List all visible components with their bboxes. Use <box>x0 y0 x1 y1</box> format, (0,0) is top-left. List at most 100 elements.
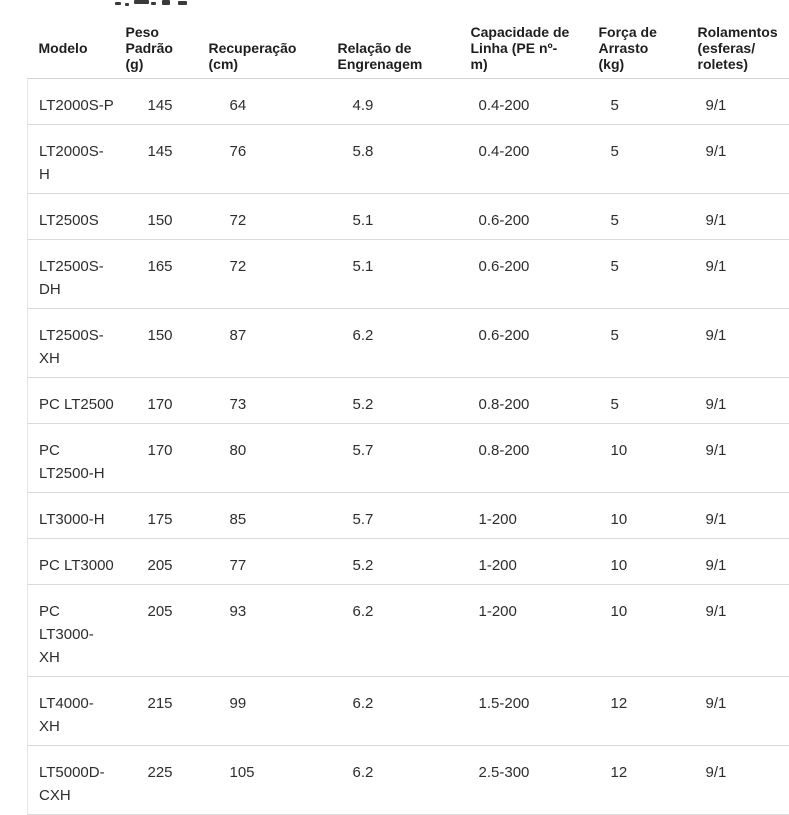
cell-forca-arrasto: 5 <box>583 193 681 239</box>
cell-peso-padrao: 145 <box>116 78 199 124</box>
cell-relacao-engrenagem: 6.2 <box>328 745 458 814</box>
table-row: PC LT2500 170 73 5.2 0.8-200 5 9/1 <box>28 377 789 423</box>
cell-modelo: PC LT3000- XH <box>28 584 116 676</box>
cell-modelo: PC LT2500-H <box>28 423 116 492</box>
cell-forca-arrasto: 12 <box>583 676 681 745</box>
cell-modelo: LT2500S- DH <box>28 239 116 308</box>
cell-modelo: LT2500S <box>28 193 116 239</box>
cell-forca-arrasto: 5 <box>583 377 681 423</box>
cell-recuperacao: 105 <box>199 745 328 814</box>
cell-rolamentos: 9/1 <box>681 124 789 193</box>
cell-relacao-engrenagem: 5.8 <box>328 124 458 193</box>
spec-table: Modelo Peso Padrão (g) Recuperação (cm) … <box>27 0 789 815</box>
cell-modelo: LT4000- XH <box>28 676 116 745</box>
clipped-text-mark <box>125 3 129 6</box>
clipped-text-mark <box>178 1 187 5</box>
cell-relacao-engrenagem: 6.2 <box>328 584 458 676</box>
cell-capacidade-linha: 1-200 <box>458 492 583 538</box>
cell-recuperacao: 85 <box>199 492 328 538</box>
cell-modelo: PC LT3000 <box>28 538 116 584</box>
col-header-recuperacao: Recuperação (cm) <box>199 0 328 78</box>
cell-recuperacao: 64 <box>199 78 328 124</box>
col-header-rolamentos: Rolamentos (esferas/ roletes) <box>681 0 789 78</box>
cell-capacidade-linha: 0.6-200 <box>458 308 583 377</box>
col-header-forca-arrasto: Força de Arrasto (kg) <box>583 0 681 78</box>
col-header-modelo: Modelo <box>28 0 116 78</box>
cell-capacidade-linha: 1.5-200 <box>458 676 583 745</box>
cell-capacidade-linha: 0.4-200 <box>458 124 583 193</box>
cell-modelo: PC LT2500 <box>28 377 116 423</box>
cell-relacao-engrenagem: 5.7 <box>328 423 458 492</box>
cell-peso-padrao: 205 <box>116 538 199 584</box>
col-header-capacidade-linha: Capacidade de Linha (PE nº- m) <box>458 0 583 78</box>
cell-rolamentos: 9/1 <box>681 377 789 423</box>
col-header-relacao-engrenagem: Relação de Engrenagem <box>328 0 458 78</box>
cell-modelo: LT5000D- CXH <box>28 745 116 814</box>
table-row: LT5000D- CXH 225 105 6.2 2.5-300 12 9/1 <box>28 745 789 814</box>
cell-relacao-engrenagem: 6.2 <box>328 676 458 745</box>
cell-peso-padrao: 205 <box>116 584 199 676</box>
table-row: PC LT2500-H 170 80 5.7 0.8-200 10 9/1 <box>28 423 789 492</box>
cell-rolamentos: 9/1 <box>681 492 789 538</box>
cell-recuperacao: 76 <box>199 124 328 193</box>
cell-recuperacao: 99 <box>199 676 328 745</box>
cell-relacao-engrenagem: 5.1 <box>328 193 458 239</box>
cell-capacidade-linha: 0.8-200 <box>458 423 583 492</box>
cell-forca-arrasto: 5 <box>583 124 681 193</box>
table-row: LT2500S- XH 150 87 6.2 0.6-200 5 9/1 <box>28 308 789 377</box>
cell-recuperacao: 73 <box>199 377 328 423</box>
cell-peso-padrao: 225 <box>116 745 199 814</box>
table-row: PC LT3000- XH 205 93 6.2 1-200 10 9/1 <box>28 584 789 676</box>
cell-forca-arrasto: 5 <box>583 239 681 308</box>
cell-capacidade-linha: 1-200 <box>458 538 583 584</box>
clipped-text-mark <box>151 2 156 5</box>
cell-relacao-engrenagem: 5.2 <box>328 377 458 423</box>
cell-forca-arrasto: 10 <box>583 584 681 676</box>
cell-peso-padrao: 145 <box>116 124 199 193</box>
table-row: LT2500S- DH 165 72 5.1 0.6-200 5 9/1 <box>28 239 789 308</box>
cell-modelo: LT2500S- XH <box>28 308 116 377</box>
cell-capacidade-linha: 0.4-200 <box>458 78 583 124</box>
cell-capacidade-linha: 0.8-200 <box>458 377 583 423</box>
table-row: LT4000- XH 215 99 6.2 1.5-200 12 9/1 <box>28 676 789 745</box>
clipped-text-mark <box>115 2 121 5</box>
table-row: LT3000-H 175 85 5.7 1-200 10 9/1 <box>28 492 789 538</box>
cell-rolamentos: 9/1 <box>681 745 789 814</box>
cell-peso-padrao: 215 <box>116 676 199 745</box>
cell-capacidade-linha: 2.5-300 <box>458 745 583 814</box>
cell-relacao-engrenagem: 5.2 <box>328 538 458 584</box>
cell-forca-arrasto: 5 <box>583 308 681 377</box>
cell-relacao-engrenagem: 4.9 <box>328 78 458 124</box>
cell-forca-arrasto: 10 <box>583 538 681 584</box>
table-row: LT2000S- H 145 76 5.8 0.4-200 5 9/1 <box>28 124 789 193</box>
col-header-peso-padrao: Peso Padrão (g) <box>116 0 199 78</box>
header-row: Modelo Peso Padrão (g) Recuperação (cm) … <box>28 0 789 78</box>
cell-relacao-engrenagem: 6.2 <box>328 308 458 377</box>
cell-modelo: LT2000S- H <box>28 124 116 193</box>
cell-rolamentos: 9/1 <box>681 676 789 745</box>
cell-recuperacao: 77 <box>199 538 328 584</box>
cell-peso-padrao: 165 <box>116 239 199 308</box>
cell-peso-padrao: 170 <box>116 377 199 423</box>
table-row: LT2000S-P 145 64 4.9 0.4-200 5 9/1 <box>28 78 789 124</box>
cell-rolamentos: 9/1 <box>681 193 789 239</box>
cell-modelo: LT2000S-P <box>28 78 116 124</box>
cell-capacidade-linha: 1-200 <box>458 584 583 676</box>
cell-peso-padrao: 150 <box>116 308 199 377</box>
cell-rolamentos: 9/1 <box>681 239 789 308</box>
cell-recuperacao: 93 <box>199 584 328 676</box>
cell-forca-arrasto: 5 <box>583 78 681 124</box>
cell-peso-padrao: 175 <box>116 492 199 538</box>
cell-rolamentos: 9/1 <box>681 423 789 492</box>
clipped-text-mark <box>134 0 149 4</box>
cell-forca-arrasto: 10 <box>583 492 681 538</box>
cell-rolamentos: 9/1 <box>681 584 789 676</box>
cell-peso-padrao: 150 <box>116 193 199 239</box>
cell-rolamentos: 9/1 <box>681 538 789 584</box>
cell-capacidade-linha: 0.6-200 <box>458 193 583 239</box>
cell-recuperacao: 87 <box>199 308 328 377</box>
cell-modelo: LT3000-H <box>28 492 116 538</box>
table-row: LT2500S 150 72 5.1 0.6-200 5 9/1 <box>28 193 789 239</box>
cell-relacao-engrenagem: 5.7 <box>328 492 458 538</box>
cell-recuperacao: 72 <box>199 193 328 239</box>
